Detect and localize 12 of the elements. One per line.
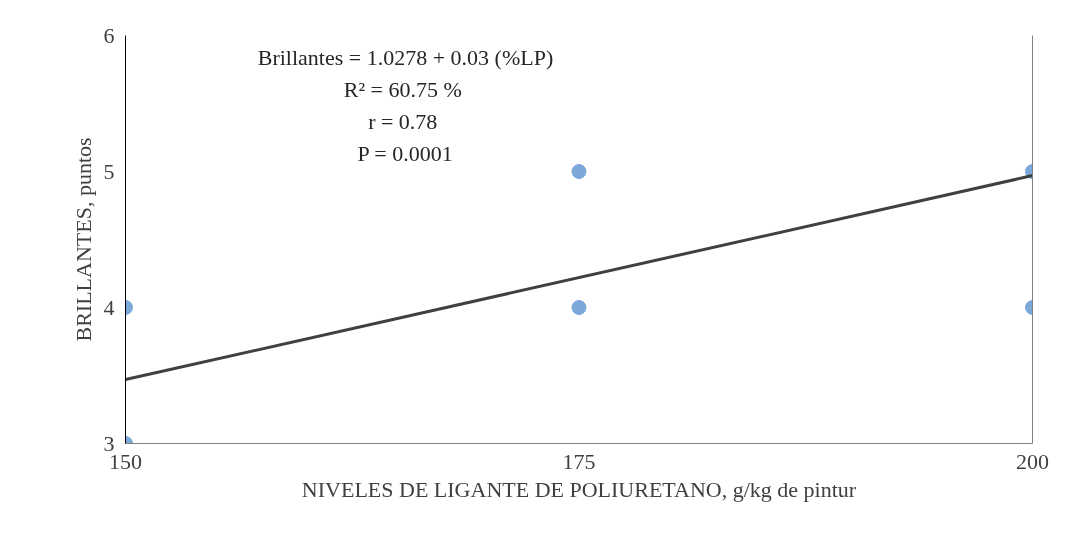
x-axis-title: NIVELES DE LIGANTE DE POLIURETANO, g/kg de pintur [301, 476, 857, 502]
x-tick-label: 175 [562, 448, 596, 474]
annotation: P = 0.0001 [357, 141, 453, 166]
y-tick-label: 4 [103, 294, 115, 320]
y-tick-label: 3 [103, 430, 115, 456]
y-tick-label: 5 [103, 158, 115, 184]
y-tick-label: 6 [103, 22, 115, 48]
annotation: r = 0.78 [368, 109, 438, 134]
annotation: R² = 60.75 % [343, 77, 462, 102]
x-tick-label: 200 [1016, 448, 1049, 474]
annotation: Brillantes = 1.0278 + 0.03 (%LP) [257, 45, 554, 70]
y-axis-title: BRILLANTES, puntos [70, 137, 96, 342]
